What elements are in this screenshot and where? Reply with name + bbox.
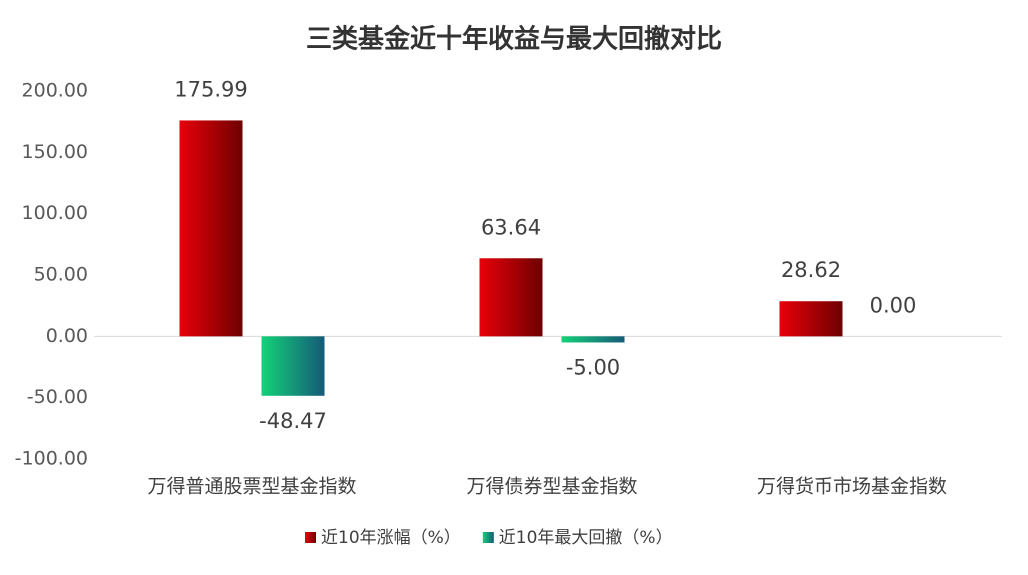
legend-swatch: [482, 532, 494, 543]
bar: [261, 336, 325, 396]
y-tick-label: 50.00: [34, 264, 88, 286]
value-label: -48.47: [259, 409, 327, 433]
x-tick-label: 万得债券型基金指数: [466, 476, 637, 498]
legend-swatch: [305, 532, 316, 543]
y-tick-label: 0.00: [46, 325, 88, 347]
chart-title: 三类基金近十年收益与最大回撤对比: [306, 24, 722, 55]
x-tick-label: 万得普通股票型基金指数: [147, 476, 356, 498]
y-tick-label: -100.00: [15, 448, 88, 470]
value-label: -5.00: [566, 355, 620, 379]
value-label: 28.62: [781, 258, 841, 282]
y-tick-label: 200.00: [22, 80, 88, 102]
bar: [479, 258, 543, 337]
bar: [179, 120, 243, 337]
value-label: 0.00: [870, 293, 917, 317]
value-label: 63.64: [481, 215, 541, 239]
y-tick-label: 100.00: [22, 202, 88, 224]
y-tick-label: 150.00: [22, 141, 88, 163]
bar: [561, 336, 625, 343]
bar: [779, 301, 843, 337]
x-tick-label: 万得货币市场基金指数: [757, 476, 947, 498]
value-label: 175.99: [174, 77, 247, 101]
y-tick-label: -50.00: [27, 386, 88, 408]
legend-label: 近10年最大回撤（%）: [499, 528, 673, 548]
legend-label: 近10年涨幅（%）: [321, 528, 461, 548]
